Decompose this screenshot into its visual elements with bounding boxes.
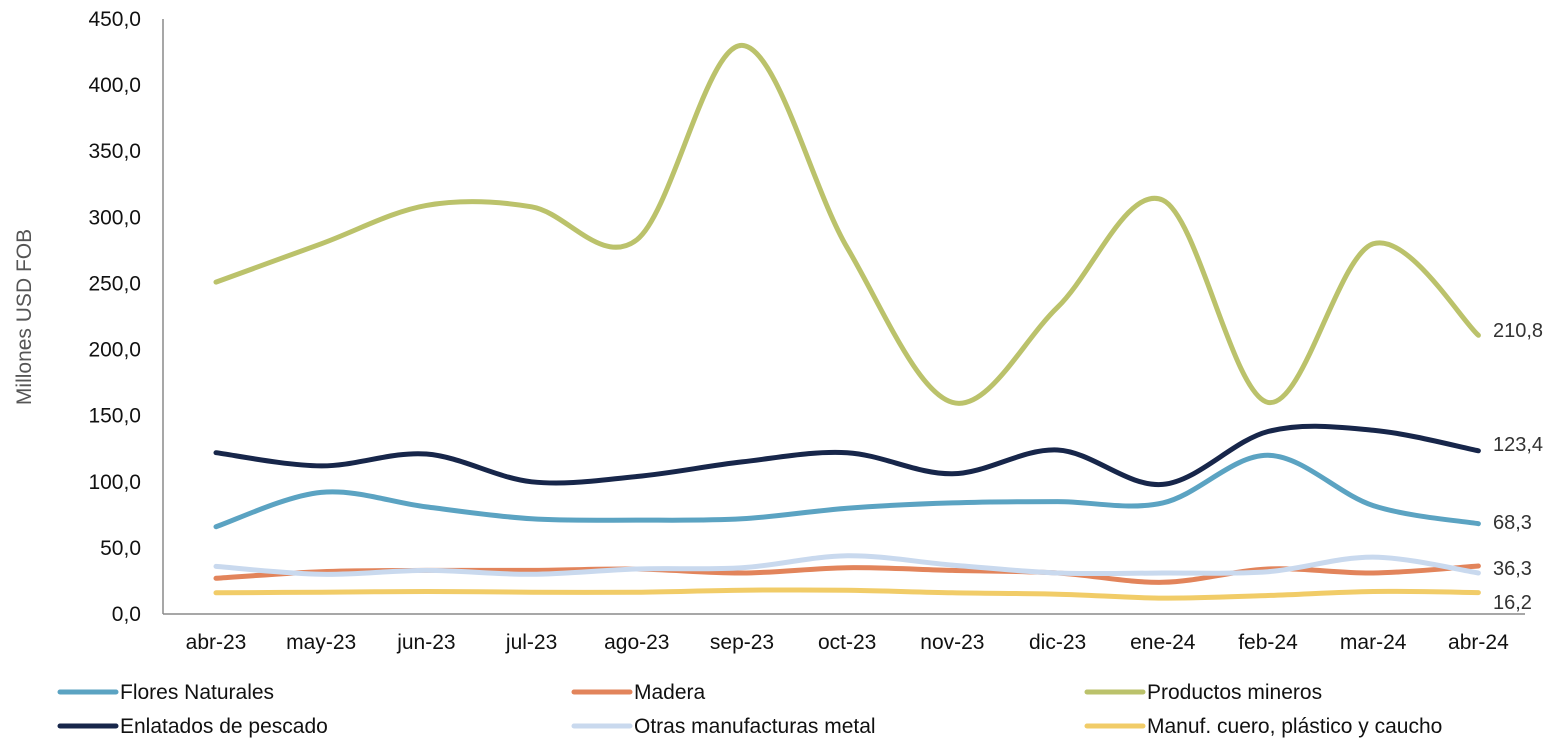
y-tick-label: 450,0 xyxy=(88,8,141,31)
x-tick-label: mar-24 xyxy=(1340,631,1407,654)
end-value-label: 68,3 xyxy=(1493,512,1532,534)
legend-label: Madera xyxy=(634,681,706,704)
legend-label: Manuf. cuero, plástico y caucho xyxy=(1147,715,1442,738)
legend: Flores Naturales Madera Productos mineros E… xyxy=(57,681,1442,738)
y-tick-label: 250,0 xyxy=(88,272,141,295)
x-tick-label: dic-23 xyxy=(1029,631,1086,654)
y-axis-label: Millones USD FOB xyxy=(13,229,36,405)
x-tick-label: feb-24 xyxy=(1238,631,1298,654)
y-tick-label: 100,0 xyxy=(88,471,141,494)
x-tick-label: jun-23 xyxy=(396,631,455,654)
legend-item: Manuf. cuero, plástico y caucho xyxy=(1084,715,1442,738)
end-value-label: 16,2 xyxy=(1493,592,1532,614)
x-tick-label: may-23 xyxy=(286,631,356,654)
legend-label: Flores Naturales xyxy=(120,681,274,704)
series-line-flores-naturales xyxy=(213,452,1481,530)
legend-label: Productos mineros xyxy=(1147,681,1322,704)
series-line-productos-mineros xyxy=(213,42,1481,406)
legend-item: Otras manufacturas metal xyxy=(571,715,876,738)
x-tick-label: jul-23 xyxy=(505,631,557,654)
x-tick-label: ago-23 xyxy=(604,631,669,654)
legend-label: Otras manufacturas metal xyxy=(634,715,876,738)
x-tick-label: nov-23 xyxy=(920,631,984,654)
x-tick-label: abr-24 xyxy=(1448,631,1509,654)
end-value-labels: 68,3 210,8 123,4 36,3 16,2 xyxy=(1493,320,1543,614)
y-tick-label: 400,0 xyxy=(88,74,141,97)
series-line-otras-manufacturas-metal xyxy=(213,553,1481,577)
legend-item: Flores Naturales xyxy=(57,681,274,704)
x-axis: abr-23 may-23 jun-23 jul-23 ago-23 sep-23 oct-… xyxy=(163,613,1525,654)
x-tick-label: oct-23 xyxy=(818,631,876,654)
y-tick-label: 150,0 xyxy=(88,405,141,428)
x-tick-label: ene-24 xyxy=(1130,631,1196,654)
y-tick-label: 350,0 xyxy=(88,140,141,163)
series-lines xyxy=(213,42,1481,601)
legend-item: Enlatados de pescado xyxy=(57,715,328,738)
legend-item: Madera xyxy=(571,681,706,704)
series-line-manuf-cuero-plastico-y-caucho xyxy=(213,587,1481,601)
series-line-enlatados-de-pescado xyxy=(213,423,1481,487)
y-tick-label: 50,0 xyxy=(100,537,141,560)
y-tick-label: 300,0 xyxy=(88,206,141,229)
end-value-label: 36,3 xyxy=(1493,558,1532,580)
y-axis: 0,0 50,0 100,0 150,0 200,0 250,0 300,0 350,0 400… xyxy=(88,8,164,626)
x-tick-label: sep-23 xyxy=(710,631,774,654)
legend-item: Productos mineros xyxy=(1084,681,1322,704)
y-tick-label: 200,0 xyxy=(88,339,141,362)
y-tick-label: 0,0 xyxy=(112,603,141,626)
end-value-label: 210,8 xyxy=(1493,320,1543,342)
end-value-label: 123,4 xyxy=(1493,434,1543,456)
x-tick-label: abr-23 xyxy=(186,631,247,654)
legend-label: Enlatados de pescado xyxy=(120,715,328,738)
